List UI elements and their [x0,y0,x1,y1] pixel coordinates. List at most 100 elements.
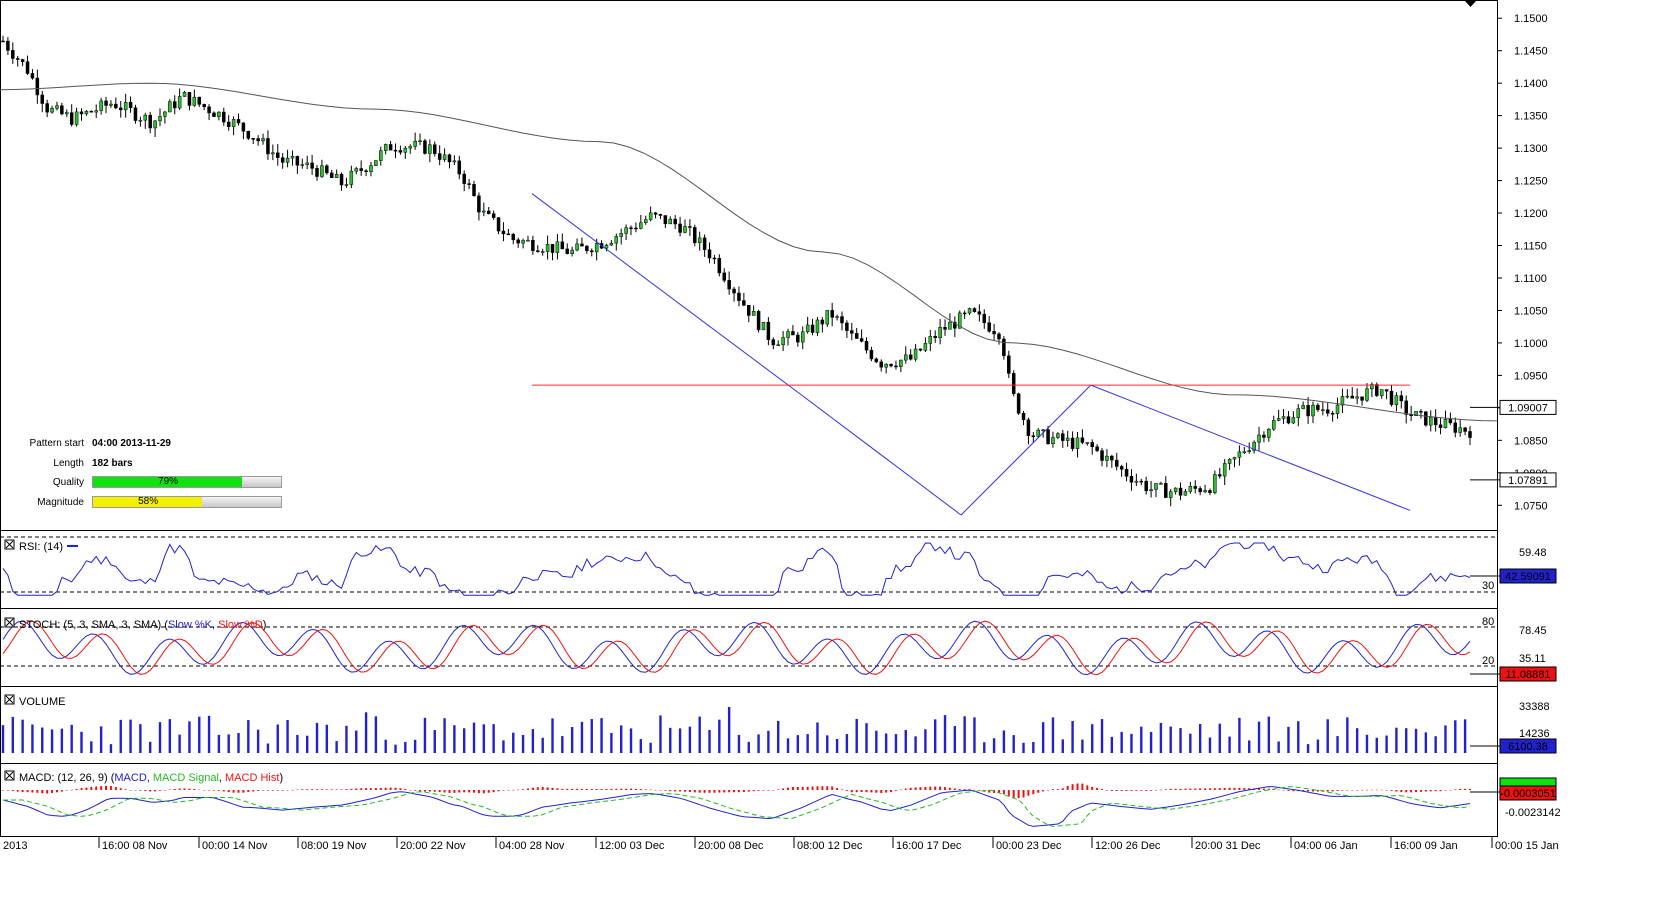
volume-bar [404,741,407,753]
macd-hist-bar [1017,790,1020,799]
macd-hist-bar [924,786,927,790]
candle-body [923,343,928,351]
volume-bar [453,725,456,753]
candle-body [271,152,275,155]
macd-hist-bar [100,786,103,790]
candle-body [565,248,569,254]
volume-bar [806,734,809,753]
candle-body [1291,417,1296,424]
macd-hist-bar [1159,789,1162,791]
macd-hist-bar [644,789,647,790]
magnitude-label: Magnitude [37,497,84,508]
length-label: Length [53,458,84,469]
macd-hist-bar [1267,788,1270,790]
macd-hist-bar [144,790,147,792]
macd-hist-bar [1459,788,1462,790]
candle-body [374,160,378,166]
price-tick-label: 1.0950 [1514,370,1548,382]
macd-hist-bar [845,790,848,791]
candle-body [1438,424,1443,428]
candle-body [1414,411,1418,416]
macd-hist-bar [463,790,466,793]
macd-hist-bar [1419,790,1422,792]
rsi-level-label: 30 [1482,580,1494,592]
candle-body [153,120,157,129]
macd-hist-bar [335,789,338,790]
candle-body [1213,474,1217,493]
macd-hist-bar [752,790,755,792]
macd-hist-bar [350,788,353,790]
candle-body [776,344,780,347]
macd-hist-bar [1199,788,1202,790]
candle-body [369,165,373,172]
quality-label: Quality [52,477,84,488]
macd-hist-bar [1032,790,1035,795]
macd-hist-bar [301,789,304,790]
scroll-marker-icon[interactable] [1465,1,1476,7]
macd-hist-bar [365,788,368,790]
macd-hist-bar [26,790,29,793]
macd-hist-bar [610,788,613,790]
candle-body [1276,418,1281,421]
volume-bar [1248,740,1251,753]
macd-hist-bar [698,790,701,793]
candle-body [187,92,192,106]
macd-hist-bar [389,787,392,790]
candle-body [256,138,260,142]
candle-body [879,361,883,368]
volume-bar [1375,737,1378,753]
macd-hist-bar [222,790,225,792]
macd-hist-bar [1047,790,1050,791]
candle-body [1085,442,1090,444]
macd-hist-bar [1248,788,1251,790]
candle-body [614,236,619,244]
candle-body [653,212,658,215]
macd-hist-bar [1164,789,1167,790]
candle-body [403,147,408,153]
macd-hist-bar [1213,788,1216,790]
volume-bar [875,730,878,753]
candle-body [953,321,957,329]
volume-bar [884,733,888,753]
candle-body [693,227,697,244]
volume-bar [963,716,966,753]
volume-bar [718,719,721,753]
stoch-level-80-label: 80 [1482,616,1494,628]
candle-body [712,257,717,260]
macd-hist-bar [409,789,412,791]
macd-hist-bar [1380,789,1383,791]
volume-bar [1267,716,1271,753]
rsi-header: RSI: (14) [4,539,78,553]
volume-bar [364,712,368,753]
candle-body [1394,395,1399,405]
macd-hist-bar [1258,788,1261,790]
price-axis: 1.1500 1.1450 1.1400 1.1350 1.1300 1.1250 1.12… [1470,13,1557,512]
candle-body [109,103,113,106]
macd-hist-bar [997,790,1000,793]
macd-hist-bar [733,790,736,793]
macd-label: MACD: (12, 26, 9) (MACD, MACD Signal, MA… [19,772,283,784]
candle-body [609,242,614,246]
candle-body [325,165,329,174]
volume-bar [943,715,947,753]
pattern-line [531,193,802,396]
rsi-line [2,542,1471,596]
candle-body [1164,483,1168,498]
macd-hist-bar [1277,789,1280,791]
candle-body [1350,395,1354,399]
candle-body [172,101,177,109]
candle-body [590,250,594,253]
candle-body [50,108,54,113]
macd-hist-bar [473,790,476,793]
macd-hist-bar [139,790,142,791]
volume-bar [620,725,623,753]
macd-hist-bar [826,786,829,790]
macd-hist-bar [70,789,73,791]
candle-body [948,321,952,330]
pattern-start-value: 04:00 2013-11-29 [92,438,171,449]
volume-bar [472,722,476,753]
macd-hist-bar [855,790,858,793]
volume-bar [992,738,996,753]
volume-bar [1287,726,1290,753]
volume-bar [1424,732,1428,753]
